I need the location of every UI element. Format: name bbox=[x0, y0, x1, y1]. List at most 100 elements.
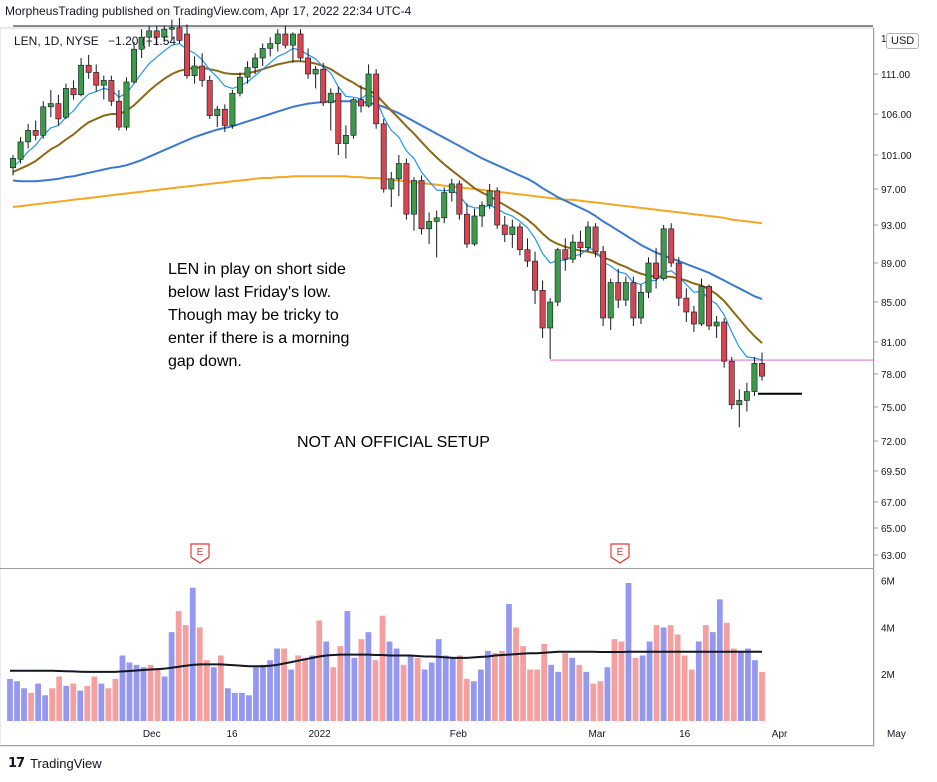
volume-bar bbox=[562, 653, 569, 721]
candle-body bbox=[146, 30, 153, 38]
candle-body bbox=[638, 291, 644, 319]
volume-bar bbox=[695, 641, 702, 721]
volume-bar bbox=[260, 664, 266, 721]
candle-body bbox=[85, 64, 92, 73]
volume-bar bbox=[618, 641, 625, 721]
candle-body bbox=[532, 260, 538, 291]
volume-bar bbox=[709, 632, 716, 721]
volume-bar bbox=[77, 690, 84, 721]
grid bbox=[0, 27, 875, 747]
price-tick-label: 111.00 bbox=[881, 70, 911, 81]
earnings-flag-label: E bbox=[197, 547, 204, 558]
earnings-flag-icon: E bbox=[610, 543, 630, 564]
earnings-flag-label: E bbox=[617, 547, 624, 558]
candle-body bbox=[562, 249, 569, 260]
earnings-flag-shape bbox=[190, 543, 210, 564]
volume-bar bbox=[63, 685, 70, 721]
candle-body bbox=[365, 73, 372, 107]
candle-body bbox=[426, 221, 433, 230]
candle-body bbox=[327, 92, 334, 104]
symbol-legend[interactable]: LEN, 1D, NYSE −1.20 (−1.54 bbox=[14, 34, 176, 48]
volume-bar bbox=[105, 688, 112, 721]
volume-bar bbox=[667, 625, 674, 721]
candle-body bbox=[70, 88, 77, 96]
change-label: −1.20 (−1.54 bbox=[108, 34, 177, 48]
candle-body bbox=[350, 99, 357, 136]
volume-bar bbox=[731, 648, 737, 721]
price-tick-label: 78.00 bbox=[881, 370, 906, 381]
volume-bar bbox=[147, 664, 154, 721]
price-tick-label: 65.00 bbox=[881, 524, 906, 535]
currency-button[interactable]: USD bbox=[886, 33, 920, 49]
volume-bar bbox=[534, 669, 540, 721]
candle-body bbox=[214, 108, 221, 116]
annotation-setup: NOT AN OFFICIAL SETUP bbox=[297, 434, 490, 451]
volume-bar bbox=[688, 669, 695, 721]
candle-body bbox=[282, 33, 289, 46]
volume-bar bbox=[463, 678, 470, 721]
volume-bar bbox=[344, 611, 351, 721]
volume-bar bbox=[421, 669, 428, 721]
volume-bar bbox=[84, 685, 91, 721]
volume-bar bbox=[288, 669, 295, 721]
candle-body bbox=[501, 224, 508, 235]
candle-body bbox=[479, 204, 486, 217]
volume-bar bbox=[189, 587, 196, 721]
volume-bar bbox=[520, 646, 526, 721]
volume-bar bbox=[35, 683, 41, 721]
candle-body bbox=[244, 67, 251, 78]
candle-body bbox=[305, 57, 312, 75]
candle-body bbox=[600, 251, 607, 319]
volume-bar bbox=[70, 683, 77, 721]
ma-fast-line bbox=[12, 42, 763, 361]
candle-body bbox=[17, 141, 24, 160]
candle-body bbox=[358, 99, 364, 107]
price-tick-label: 101.00 bbox=[881, 151, 912, 162]
volume-bar bbox=[309, 655, 316, 721]
candle-body bbox=[751, 363, 758, 392]
candle-body bbox=[585, 226, 591, 249]
volume-bar bbox=[555, 671, 562, 721]
volume-pane bbox=[7, 583, 765, 721]
time-tick-label: 2022 bbox=[309, 729, 332, 740]
candle-body bbox=[55, 103, 62, 120]
volume-bar bbox=[274, 648, 280, 721]
candle-body bbox=[509, 226, 516, 235]
price-tick-label: 67.00 bbox=[881, 498, 906, 509]
earnings-flag-icon: E bbox=[190, 543, 210, 564]
volume-bar bbox=[246, 695, 252, 721]
candle-body bbox=[168, 27, 175, 30]
candle-body bbox=[448, 183, 455, 193]
candle-body bbox=[380, 123, 387, 190]
volume-bar bbox=[759, 671, 765, 721]
volume-bar bbox=[442, 655, 449, 721]
price-tick-label: 81.00 bbox=[881, 338, 906, 349]
price-tick-label: 89.00 bbox=[881, 259, 906, 270]
volume-bar bbox=[583, 671, 590, 721]
candle-body bbox=[259, 48, 266, 59]
candle-body bbox=[40, 106, 47, 136]
candle-body bbox=[395, 163, 402, 180]
candle-body bbox=[312, 68, 319, 75]
candle-body bbox=[441, 192, 448, 219]
footer-brand[interactable]: 17 TradingView bbox=[8, 756, 102, 771]
candle-body bbox=[653, 262, 660, 279]
volume-bar bbox=[414, 657, 421, 721]
candle-body bbox=[471, 215, 478, 245]
volume-bar bbox=[302, 657, 309, 721]
volume-bar bbox=[752, 660, 758, 721]
ma-slow-line bbox=[12, 100, 763, 301]
candle-body bbox=[577, 241, 584, 249]
candle-body bbox=[32, 130, 39, 136]
candle-body bbox=[47, 103, 54, 108]
volume-bar bbox=[449, 657, 456, 721]
plot-frame bbox=[0, 27, 875, 747]
candle-body bbox=[335, 92, 342, 144]
volume-bar bbox=[232, 692, 238, 721]
volume-bar bbox=[182, 625, 189, 721]
volume-bar bbox=[506, 604, 512, 721]
axes: 111.00 106.00 101.00 97.00 93.00 89.00 85.00 81… bbox=[143, 34, 912, 740]
volume-bar bbox=[379, 615, 386, 721]
volume-bar bbox=[386, 641, 393, 721]
